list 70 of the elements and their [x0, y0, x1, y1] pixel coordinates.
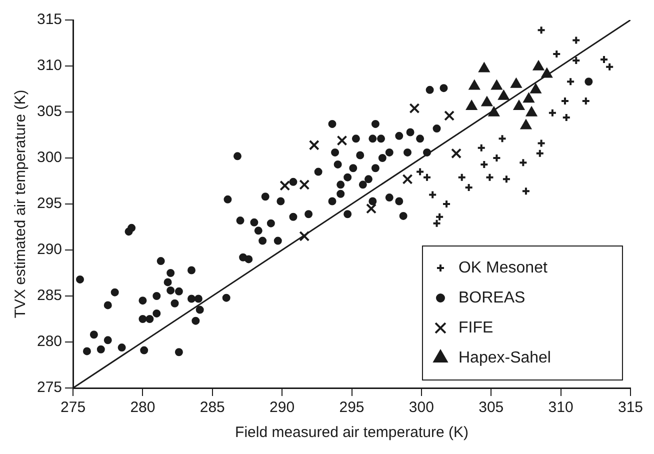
point — [536, 138, 546, 148]
point — [536, 26, 546, 35]
point — [299, 179, 310, 190]
point — [572, 36, 581, 45]
point — [457, 172, 466, 182]
x-tick-label: 290 — [270, 399, 295, 416]
point — [485, 172, 494, 182]
x-tick-label: 305 — [478, 399, 504, 416]
point — [518, 158, 528, 168]
legend-label: FIFE — [458, 319, 494, 336]
x-tick-label: 310 — [548, 399, 574, 416]
legend-label: OK Mesonet — [458, 259, 548, 276]
y-tick-label: 280 — [36, 333, 62, 350]
point — [402, 174, 413, 184]
point — [535, 148, 544, 158]
point — [478, 62, 490, 72]
y-tick-label: 295 — [36, 195, 62, 212]
point — [442, 200, 452, 208]
point — [366, 203, 377, 214]
x-tick-label: 285 — [200, 399, 225, 416]
x-tick-label: 295 — [339, 399, 364, 416]
y-tick-label: 290 — [36, 241, 62, 258]
point — [444, 110, 455, 121]
y-tick-label: 305 — [36, 103, 62, 120]
point — [492, 154, 502, 162]
point — [432, 218, 442, 228]
point — [510, 78, 522, 88]
point — [416, 167, 425, 176]
point — [466, 100, 478, 110]
x-axis-title: Field measured air temperature (K) — [235, 424, 468, 442]
point — [498, 90, 510, 100]
point — [532, 60, 544, 70]
x-tick-label: 275 — [60, 399, 86, 416]
point — [435, 212, 444, 222]
point — [502, 174, 511, 184]
x-tick-label: 280 — [130, 399, 156, 416]
point — [336, 135, 348, 146]
point — [468, 80, 480, 90]
point — [605, 62, 614, 72]
point — [548, 108, 557, 118]
point — [481, 96, 493, 106]
point — [521, 186, 530, 196]
y-tick-label: 285 — [36, 287, 62, 304]
point — [308, 140, 320, 150]
point — [530, 83, 542, 94]
point — [526, 106, 538, 116]
point — [422, 172, 432, 182]
point — [491, 80, 502, 90]
point — [299, 230, 310, 242]
point — [409, 103, 420, 114]
x-tick-label: 315 — [618, 399, 643, 416]
legend-label: BOREAS — [458, 289, 526, 306]
point — [541, 68, 553, 78]
point — [566, 77, 576, 86]
y-axis-title: TVX estimated air temperature (K) — [12, 90, 30, 318]
point — [451, 148, 462, 159]
point — [476, 143, 486, 152]
y-tick-label: 275 — [36, 379, 62, 396]
point — [513, 100, 525, 110]
point — [523, 92, 534, 103]
point — [428, 190, 438, 200]
x-tick-label: 300 — [408, 399, 434, 416]
point — [280, 180, 290, 191]
point — [498, 134, 507, 144]
y-tick-label: 310 — [36, 57, 62, 74]
y-tick-label: 300 — [36, 149, 62, 166]
y-tick-label: 315 — [36, 11, 62, 28]
legend-label: Hapex-Sahel — [458, 349, 551, 366]
point — [488, 106, 500, 116]
point — [520, 119, 532, 130]
